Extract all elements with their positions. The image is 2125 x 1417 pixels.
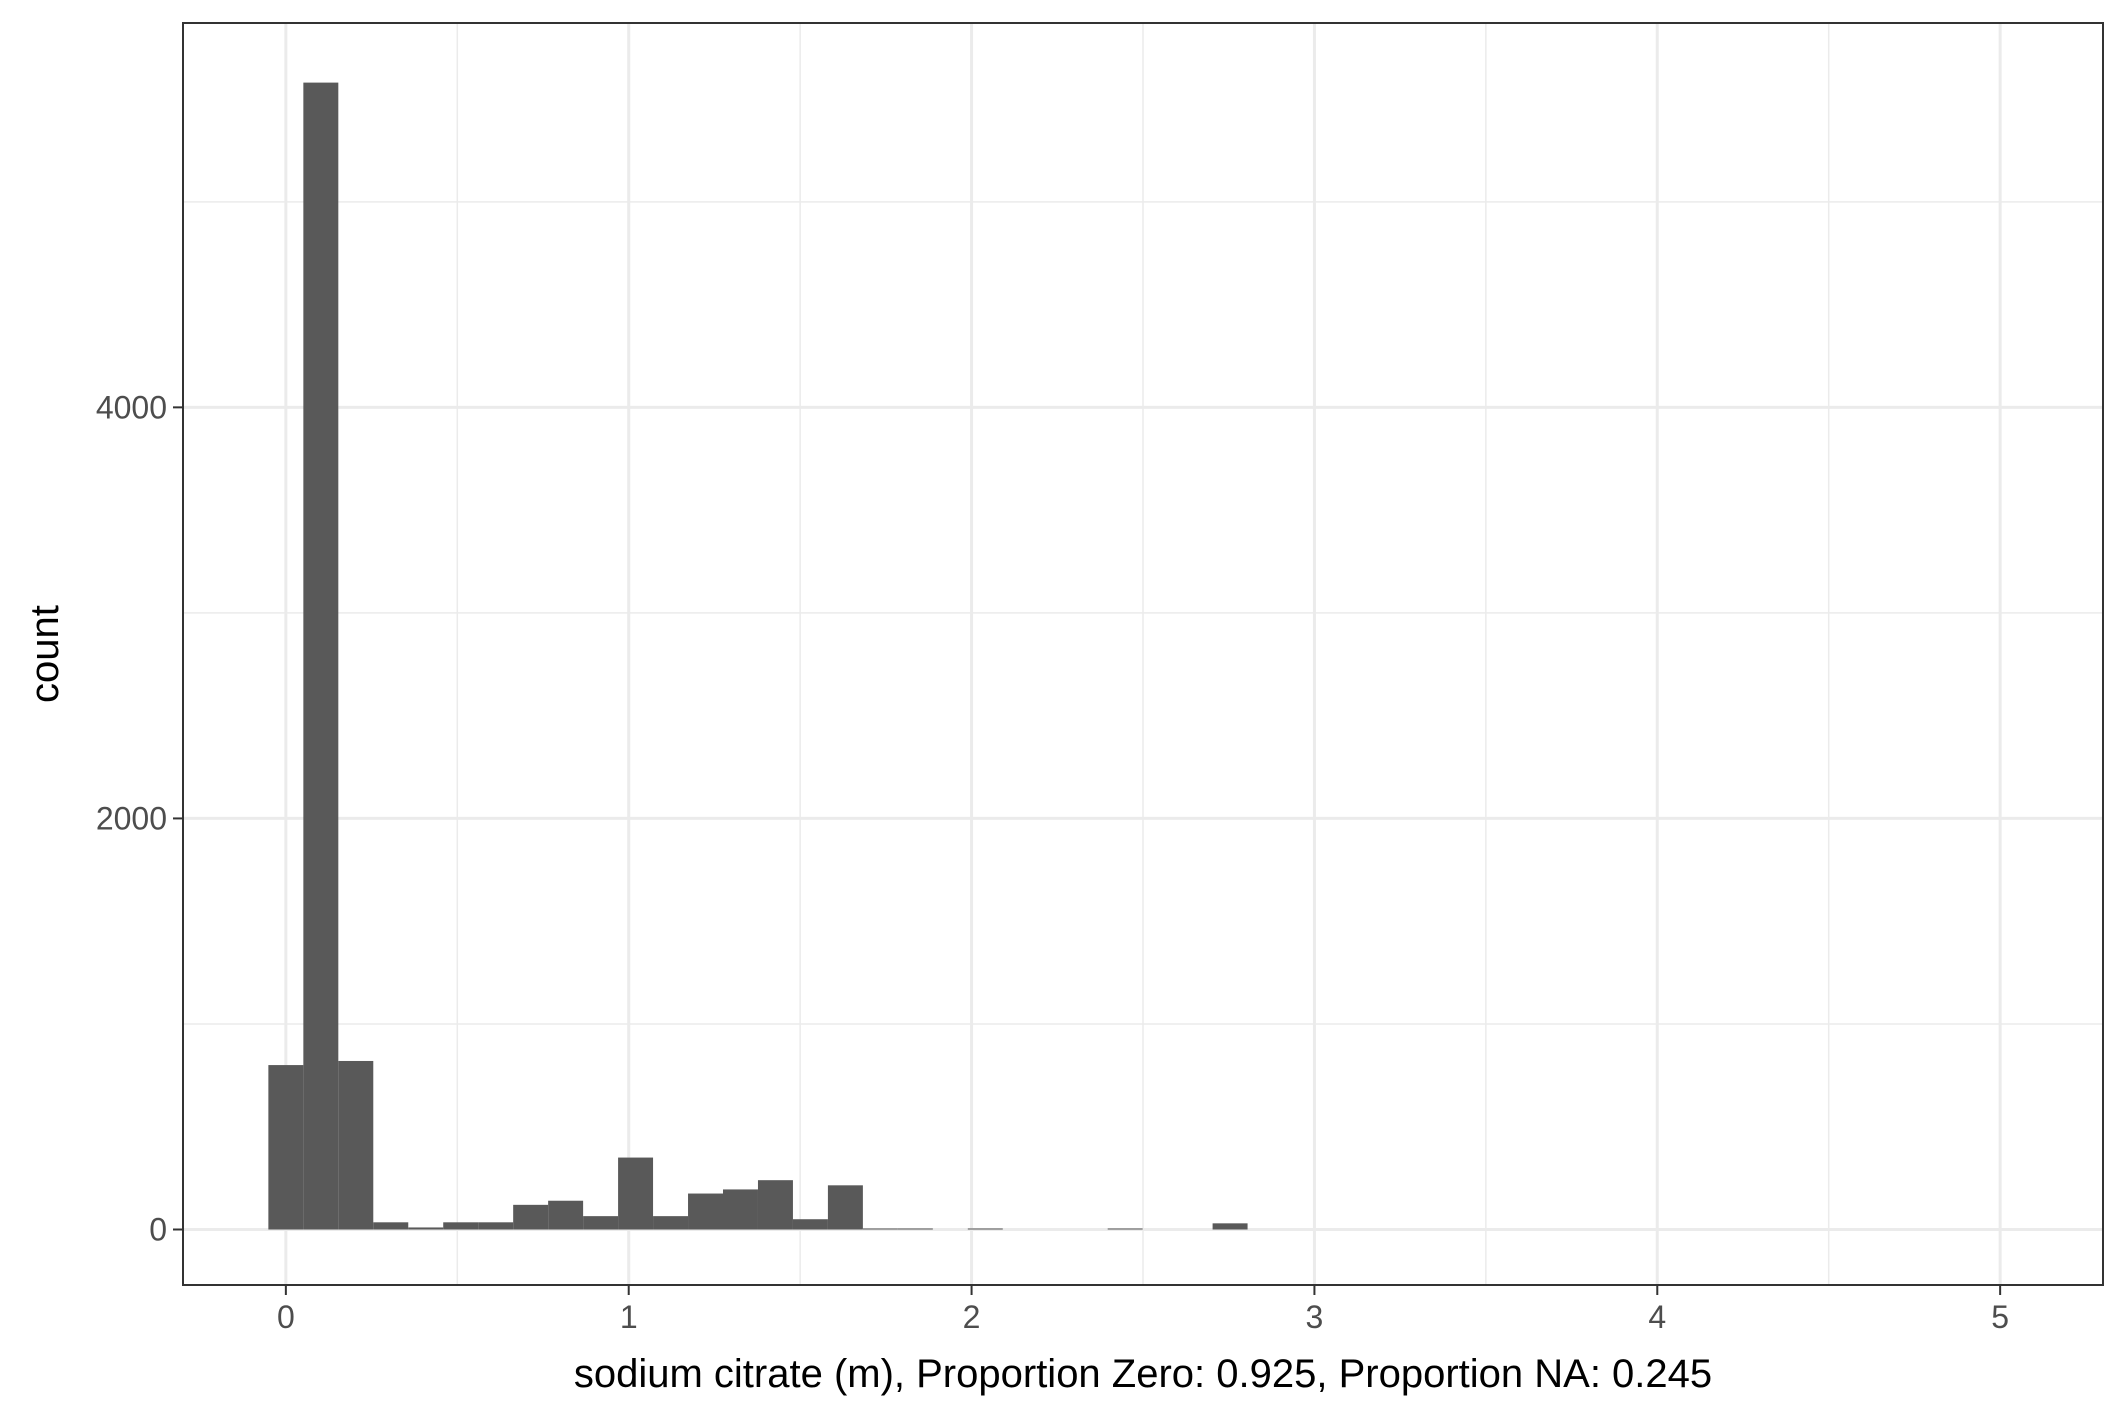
axes: 0 1 2 3 4 5 0 2000 4000 bbox=[96, 389, 2009, 1335]
y-tick-label: 0 bbox=[149, 1212, 167, 1248]
x-tick-label: 4 bbox=[1648, 1299, 1666, 1335]
histogram-bar bbox=[827, 1185, 863, 1230]
histogram-bar bbox=[548, 1200, 584, 1230]
histogram-bar bbox=[513, 1204, 549, 1230]
histogram-bar bbox=[478, 1222, 514, 1230]
histogram-bar bbox=[1212, 1223, 1248, 1230]
histogram-bar bbox=[792, 1219, 828, 1230]
histogram-bar bbox=[1107, 1228, 1143, 1230]
x-tick-label: 0 bbox=[277, 1299, 295, 1335]
histogram-bar bbox=[723, 1189, 758, 1230]
histogram-bar bbox=[583, 1216, 619, 1230]
y-tick-label: 2000 bbox=[96, 800, 167, 836]
histogram-bar bbox=[268, 1065, 304, 1230]
histogram-bar bbox=[338, 1060, 374, 1230]
x-axis-title: sodium citrate (m), Proportion Zero: 0.9… bbox=[574, 1352, 1712, 1396]
histogram-bar bbox=[862, 1228, 898, 1230]
grid-lines bbox=[183, 23, 2103, 1285]
histogram-bar bbox=[408, 1227, 444, 1230]
panel-border bbox=[182, 22, 2104, 1286]
histogram-bar bbox=[618, 1157, 654, 1230]
y-tick-label: 4000 bbox=[96, 389, 167, 425]
histogram-bar bbox=[967, 1228, 1003, 1230]
histogram-bars bbox=[268, 82, 1248, 1230]
histogram-bar bbox=[373, 1222, 409, 1230]
y-axis-title: count bbox=[23, 605, 67, 703]
x-tick-label: 2 bbox=[963, 1299, 981, 1335]
x-tick-label: 5 bbox=[1991, 1299, 2009, 1335]
x-tick-label: 3 bbox=[1306, 1299, 1324, 1335]
x-tick-label: 1 bbox=[620, 1299, 638, 1335]
histogram-bar bbox=[653, 1216, 689, 1230]
histogram-bar bbox=[303, 82, 339, 1230]
histogram-bar bbox=[897, 1228, 933, 1230]
histogram-bar bbox=[443, 1222, 479, 1230]
histogram-bar bbox=[757, 1180, 793, 1230]
histogram-bar bbox=[688, 1193, 723, 1230]
